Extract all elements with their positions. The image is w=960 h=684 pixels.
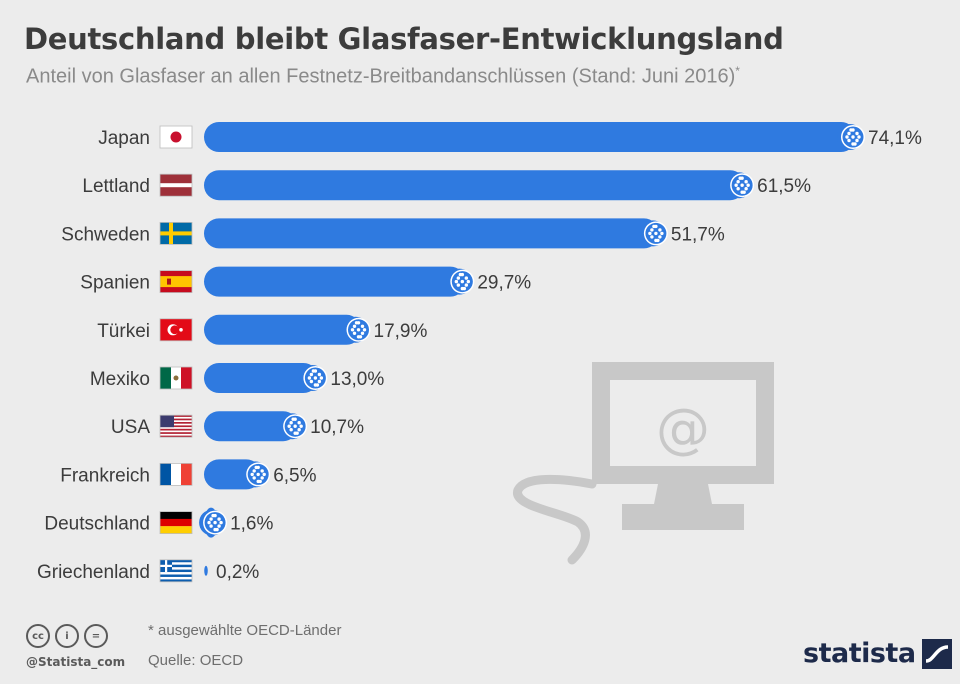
value-label: 1,6%: [230, 514, 273, 535]
logo-wordmark: statista: [803, 638, 916, 669]
bar-row: Türkei 17,9%: [97, 314, 428, 345]
category-label: Deutschland: [44, 514, 150, 535]
bar: [204, 565, 208, 576]
fiber-cable-end-icon: [242, 461, 271, 488]
value-label: 13,0%: [330, 369, 384, 390]
bar: [204, 363, 319, 393]
bar-row: USA 10,7%: [111, 411, 364, 442]
bar: [204, 170, 746, 201]
value-label: 17,9%: [374, 321, 428, 342]
nd-icon: =: [84, 624, 108, 648]
bar: [204, 218, 659, 249]
sweden-flag: [159, 221, 193, 245]
value-label: 10,7%: [310, 417, 364, 438]
category-label: Schweden: [61, 224, 150, 245]
bar: [204, 266, 466, 297]
twitter-handle: @Statista_com: [26, 655, 126, 669]
fiber-cable-end-icon: [726, 172, 755, 199]
bar-row: Frankreich 6,5%: [60, 459, 317, 490]
source-note: Quelle: OECD: [148, 652, 244, 669]
usa-flag: [159, 414, 193, 438]
germany-flag: [159, 511, 193, 535]
latvia-flag: [159, 173, 193, 197]
bar: [204, 314, 362, 345]
mexico-flag: [159, 366, 193, 390]
fiber-cable-end-icon: [342, 316, 371, 343]
footnote: * ausgewählte OECD-Länder: [148, 622, 342, 639]
category-label: Lettland: [82, 176, 150, 197]
category-label: Spanien: [80, 273, 150, 294]
category-label: USA: [111, 417, 150, 438]
category-label: Griechenland: [37, 562, 150, 583]
svg-text:@: @: [656, 397, 710, 460]
subtitle-text: Anteil von Glasfaser an allen Festnetz-B…: [26, 65, 736, 88]
fiber-cable-end-icon: [639, 220, 668, 247]
france-flag: [159, 462, 193, 486]
value-label: 0,2%: [216, 562, 259, 583]
category-label: Frankreich: [60, 465, 150, 486]
subtitle-footnote-mark: *: [735, 64, 740, 78]
category-label: Türkei: [97, 321, 150, 342]
bar-row: Japan 74,1%: [98, 122, 922, 152]
computer-at-sign-icon: @: [513, 362, 774, 565]
value-label: 29,7%: [477, 273, 531, 294]
logo-mark-icon: [921, 638, 952, 669]
category-label: Japan: [98, 128, 150, 149]
value-label: 6,5%: [273, 465, 316, 486]
chart-title: Deutschland bleibt Glasfaser-Entwicklung…: [24, 22, 784, 56]
greece-flag: [159, 559, 193, 583]
turkey-flag: [159, 318, 193, 342]
fiber-cable-end-icon: [279, 413, 308, 440]
bar: [204, 122, 856, 152]
bar-row: Mexiko 13,0%: [90, 363, 384, 393]
fiber-cable-end-icon: [837, 124, 865, 150]
fiber-cable-end-icon: [299, 365, 328, 391]
bar-row: Schweden 51,7%: [61, 218, 725, 249]
by-icon: i: [55, 624, 79, 648]
value-label: 61,5%: [757, 176, 811, 197]
value-label: 74,1%: [868, 128, 922, 149]
bar-row: Spanien 29,7%: [80, 266, 531, 297]
bar-row: Lettland 61,5%: [82, 170, 811, 201]
bar-row: Griechenland 0,2%: [37, 559, 259, 583]
bar-row: Deutschland 1,6%: [44, 507, 273, 538]
chart-subtitle: Anteil von Glasfaser an allen Festnetz-B…: [26, 64, 740, 89]
fiber-cable-end-icon: [446, 268, 475, 295]
value-label: 51,7%: [671, 224, 725, 245]
statista-logo: statista: [803, 638, 952, 669]
japan-flag: [159, 125, 193, 149]
fiber-cable-end-icon: [199, 509, 228, 536]
bar: [204, 411, 299, 442]
cc-icon: cc: [26, 624, 50, 648]
license-icons: cc i =: [26, 624, 108, 648]
category-label: Mexiko: [90, 369, 150, 390]
spain-flag: [159, 270, 193, 294]
